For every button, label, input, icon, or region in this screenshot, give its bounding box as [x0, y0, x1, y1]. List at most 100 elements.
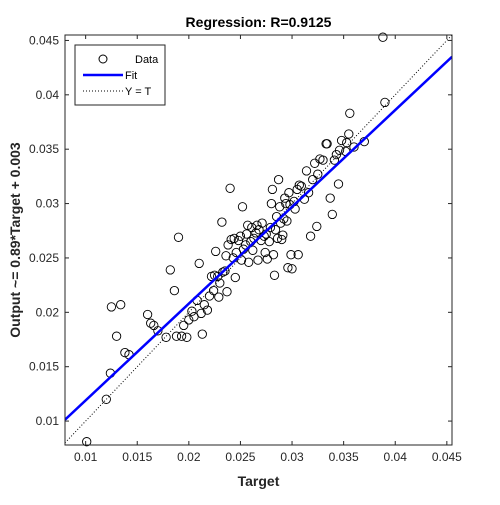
data-point — [196, 308, 206, 319]
data-point — [184, 315, 194, 325]
data-point — [202, 305, 213, 315]
data-point — [267, 184, 278, 195]
data-point — [173, 232, 184, 242]
data-point — [146, 318, 156, 328]
data-point — [269, 270, 280, 280]
data-point — [329, 155, 340, 165]
data-point — [313, 169, 323, 179]
legend-marker-data — [98, 54, 108, 64]
data-point — [262, 254, 272, 264]
data-point — [182, 332, 192, 342]
data-point — [169, 285, 180, 296]
chart-title: Regression: R=0.9125 — [186, 14, 332, 30]
x-tick-label: 0.04 — [384, 450, 408, 464]
data-point — [176, 331, 187, 341]
data-point — [194, 258, 204, 269]
data-point — [257, 218, 267, 228]
data-point — [260, 247, 270, 258]
legend-label-data: Data — [135, 54, 159, 66]
data-points-layer — [82, 32, 390, 447]
data-point — [211, 246, 221, 257]
data-point — [116, 300, 126, 310]
y-tick-label: 0.035 — [29, 142, 59, 156]
data-point — [217, 217, 227, 227]
data-point — [199, 300, 209, 310]
data-point — [266, 198, 277, 209]
y-axis-ticks: 0.01 0.015 0.02 0.025 0.03 0.035 0.04 0.045 — [29, 33, 452, 428]
data-point — [235, 231, 246, 241]
data-point — [220, 266, 230, 276]
x-axis-ticks: 0.01 0.015 0.02 0.025 0.03 0.035 0.04 0.045 — [74, 35, 462, 464]
data-point — [265, 222, 276, 233]
x-tick-label: 0.045 — [432, 450, 462, 464]
data-point — [208, 285, 219, 296]
y-axis-label: Output ~= 0.89*Target + 0.003 — [7, 142, 23, 338]
data-point — [325, 193, 335, 203]
data-point — [161, 332, 171, 342]
y-tick-label: 0.015 — [29, 360, 59, 374]
data-point — [312, 221, 322, 232]
data-point — [305, 231, 316, 241]
data-point — [222, 287, 232, 297]
x-tick-label: 0.025 — [225, 450, 255, 464]
data-point — [336, 135, 347, 146]
data-point — [342, 138, 352, 148]
data-point — [253, 255, 263, 265]
data-point — [153, 326, 163, 336]
data-point — [106, 302, 117, 312]
data-point — [283, 263, 293, 273]
data-point — [278, 230, 288, 240]
data-point — [333, 179, 344, 189]
data-point — [345, 108, 355, 118]
data-point — [303, 188, 314, 198]
x-axis-label: Target — [238, 473, 280, 489]
data-point — [296, 181, 306, 191]
data-point — [248, 245, 258, 255]
y-tick-label: 0.045 — [29, 33, 59, 47]
data-point — [223, 240, 233, 250]
data-point — [187, 306, 197, 316]
data-point — [225, 183, 235, 193]
data-point — [179, 320, 189, 331]
data-point — [230, 272, 240, 283]
legend: Data Fit Y = T — [74, 44, 166, 106]
data-point — [233, 235, 244, 246]
fit-line — [65, 55, 452, 421]
data-point — [171, 331, 182, 341]
y-tick-label: 0.03 — [36, 197, 60, 211]
data-point — [334, 145, 345, 155]
data-point — [349, 142, 359, 152]
axes-box — [64, 34, 453, 446]
data-point — [221, 251, 231, 261]
fit-line-layer — [65, 55, 452, 421]
data-point — [268, 250, 279, 260]
data-point — [275, 202, 285, 212]
data-point — [286, 250, 296, 260]
data-point — [101, 394, 111, 404]
data-point — [301, 166, 312, 176]
data-point — [380, 97, 390, 108]
data-point — [218, 267, 228, 277]
data-point — [281, 198, 291, 209]
data-point — [322, 139, 332, 149]
data-point — [111, 331, 122, 341]
legend-label-identity: Y = T — [125, 86, 151, 98]
data-point — [273, 174, 284, 185]
data-point — [214, 292, 224, 302]
data-point — [327, 209, 337, 220]
legend-label-fit: Fit — [125, 70, 137, 82]
data-point — [254, 225, 264, 235]
data-point — [287, 264, 297, 274]
x-tick-label: 0.035 — [329, 450, 359, 464]
data-point — [197, 329, 207, 339]
x-tick-label: 0.01 — [74, 450, 98, 464]
x-tick-label: 0.015 — [122, 450, 152, 464]
data-point — [293, 250, 303, 260]
data-point — [229, 233, 239, 244]
data-point — [308, 174, 318, 185]
x-tick-label: 0.02 — [177, 450, 201, 464]
data-point — [82, 437, 92, 447]
y-tick-label: 0.02 — [36, 305, 60, 319]
